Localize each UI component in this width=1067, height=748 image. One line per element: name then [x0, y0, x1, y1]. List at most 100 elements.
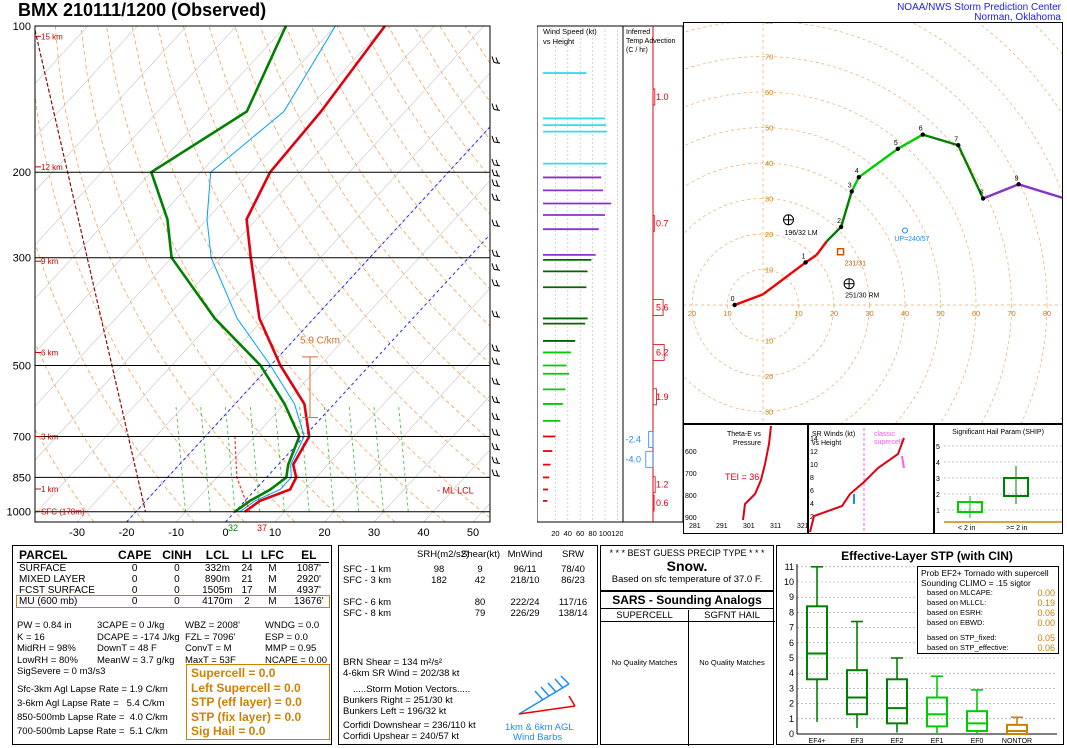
hodo-segment — [957, 144, 985, 200]
brn-shear: BRN Shear = 134 m²/s² — [343, 657, 442, 668]
thetae-x-tick: 281 — [689, 523, 701, 530]
index-value: NCAPE = 0.00 — [265, 654, 328, 666]
indices-block: PW = 0.84 in 3CAPE = 0 J/kg WBZ = 2008' WND… — [17, 620, 333, 678]
kinematics-cell: SFC - 1 km — [343, 564, 392, 575]
prob-row: based on EBWD: 0.00 — [921, 618, 1055, 628]
bunkers-right: Bunkers Right = 251/30 kt — [343, 695, 453, 706]
pressure-tick-label: 300 — [13, 253, 31, 265]
kinematics-cell — [417, 586, 461, 597]
kinematics-row: SFC - 3 km 182 42 218/10 86/23 — [343, 575, 595, 586]
kinematics-cell: 218/10 — [510, 575, 540, 586]
kinematics-cell: 226/29 — [510, 608, 540, 619]
temp-advection-chart: Inferred Temp Advection (C / hr) 1.0 0.7 5.6 6… — [623, 25, 683, 523]
ship-y-tick: 1 — [936, 508, 940, 515]
stp-category-label: EF4+ — [809, 738, 826, 744]
sr-wind-4-6km: 4-6km SR Wind = 202/38 kt — [343, 668, 460, 679]
hodo-x-tick: 10 — [794, 309, 802, 318]
wind-barb — [495, 358, 499, 365]
index-value: PW = 0.84 in — [17, 620, 72, 631]
kinematics-header-cell: MnWind — [507, 549, 543, 560]
hodo-ring — [684, 91, 977, 423]
parcel-cell: 4937' — [296, 585, 321, 596]
hodo-y-tick: 30 — [765, 195, 773, 204]
srw-border — [808, 424, 934, 534]
tadv-value-label: 1.9 — [656, 392, 669, 402]
wetbulb-line — [206, 26, 336, 513]
wind-speed-tick: 100 — [599, 529, 612, 538]
kinematics-table: SRH(m2/s2) Shear(kt) MnWind SRW SFC - 1 km 98… — [343, 549, 595, 619]
hodo-point — [732, 302, 737, 308]
precip-title: * * * BEST GUESS PRECIP TYPE * * * — [609, 548, 765, 558]
corfidi-upshear: Corfidi Upshear = 240/57 kt — [343, 731, 459, 742]
parcel-cell: 0 — [174, 596, 180, 607]
right-mover-label: 251/30 RM — [845, 293, 879, 300]
parcel-cell: M — [268, 574, 277, 585]
prob-row-value: 0.05 — [1037, 633, 1055, 643]
ship-title: Significant Hail Param (SHIP) — [952, 429, 1044, 436]
parcel-cell: 890m — [204, 574, 230, 585]
left-mover-label: 196/32 LM — [785, 230, 818, 237]
index-value: WNDG = 0.0 — [265, 620, 320, 631]
parcel-cell: 4170m — [202, 596, 233, 607]
temp-tick-label: -30 — [69, 527, 85, 539]
index-value: WBZ = 2008' — [185, 620, 240, 631]
upshear-marker — [902, 227, 908, 234]
parcel-cell: 1505m — [202, 585, 233, 596]
srw-y-tick: 6 — [810, 488, 814, 495]
hodo-point-label: 4 — [855, 168, 859, 175]
isotherm — [35, 26, 188, 192]
wind-barb — [495, 136, 499, 143]
wind-barb — [491, 469, 495, 476]
hodo-x-tick-neg: 10 — [723, 309, 731, 318]
parcel-row: SURFACE 0 0 332m 24 M 1087' — [17, 563, 329, 574]
wind-speed-title-2: vs Height — [543, 37, 575, 46]
composite-param: STP (eff layer) = 0.0 — [191, 695, 302, 709]
pressure-tick-label: 700 — [13, 431, 31, 443]
hodo-x-tick: 40 — [901, 309, 909, 318]
stp-box — [926, 696, 948, 728]
parcel-cell: 0 — [174, 585, 180, 596]
wind-barb — [493, 448, 500, 451]
tadv-title-1: Inferred — [626, 29, 650, 36]
isotherm — [274, 287, 490, 522]
composite-param: STP (fix layer) = 0.0 — [191, 709, 302, 724]
height-label: SFC (178m) — [41, 507, 85, 516]
skew-plot-area — [35, 26, 490, 522]
hodo-point — [803, 260, 808, 265]
dry-adiabat — [35, 342, 145, 522]
tadv-title-2: Temp Advection — [626, 38, 676, 45]
wind-barb — [495, 57, 499, 64]
kinematics-cell — [499, 586, 551, 597]
hodo-x-tick: 60 — [972, 309, 980, 318]
lapse-rate-line: 850-500mb Lapse Rate = 4.0 C/km — [17, 712, 168, 723]
skew-border — [34, 25, 491, 523]
hodo-segment — [982, 183, 1020, 200]
wind-barb — [493, 109, 500, 111]
dry-adiabat — [35, 241, 195, 522]
stp-y-tick: 11 — [785, 562, 794, 572]
temp-tick-label: 0 — [222, 527, 228, 539]
isotherm — [373, 395, 490, 522]
wind-barb — [493, 401, 500, 404]
bunkers-left: Bunkers Left = 196/32 kt — [343, 706, 447, 717]
hodo-point-label: 7 — [954, 136, 958, 143]
moist-adiabat — [175, 403, 186, 512]
kinematics-header: SRH(m2/s2) Shear(kt) MnWind SRW — [343, 549, 595, 560]
dry-adiabat — [157, 26, 490, 519]
dry-adiabat — [362, 26, 490, 215]
srw-y-tick: 8 — [810, 475, 814, 482]
wind-barb — [491, 179, 495, 186]
wind-barb — [491, 219, 495, 226]
prob-row: based on STP_fixed: 0.05 — [921, 633, 1055, 643]
wind-barb — [491, 279, 495, 286]
hodo-x-tick: 20 — [830, 309, 838, 318]
prob-row: based on ESRH: 0.06 — [921, 608, 1055, 618]
wind-barb — [495, 104, 499, 111]
wind-barb — [493, 284, 500, 287]
hodo-point-label: 2 — [837, 218, 841, 225]
kinematics-header-cell: SRH(m2/s2) — [417, 549, 470, 560]
isotherm — [324, 341, 490, 522]
lapse-rate-label: 5.9 C/km — [300, 335, 340, 346]
stp-y-tick: 3 — [789, 683, 794, 693]
wind-barb — [493, 255, 500, 258]
